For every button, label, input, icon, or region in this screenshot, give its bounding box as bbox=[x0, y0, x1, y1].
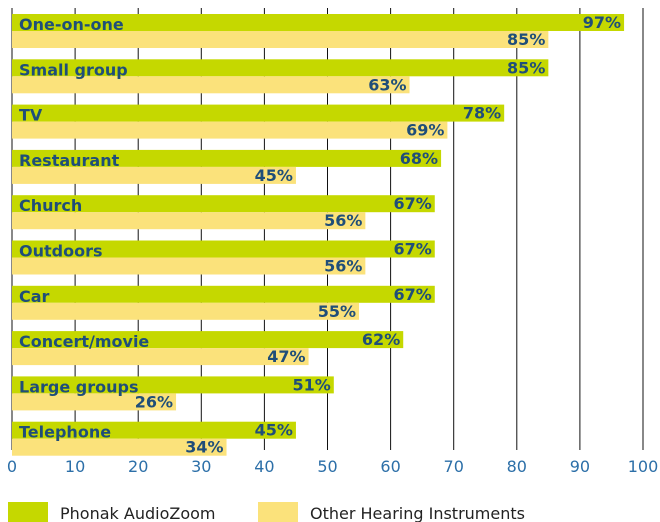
bar-phonak-audiozoom bbox=[12, 149, 442, 167]
value-label-phonak: 62% bbox=[362, 330, 400, 349]
legend-swatch bbox=[8, 502, 48, 522]
x-tick-label: 60 bbox=[380, 457, 400, 476]
value-labels: 97% 85% 85% 63% 78% 69% 68% 45% 67% 56% 67% 56% 67% 5… bbox=[135, 13, 621, 457]
value-label-phonak: 51% bbox=[293, 375, 331, 394]
value-label-other: 85% bbox=[507, 30, 545, 49]
value-label-other: 26% bbox=[135, 392, 173, 411]
x-tick-label: 50 bbox=[317, 457, 337, 476]
legend-swatch bbox=[258, 502, 298, 522]
bar-phonak-audiozoom bbox=[12, 14, 625, 31]
x-tick-label: 0 bbox=[7, 457, 17, 476]
bar-other-hearing-instruments bbox=[12, 257, 366, 275]
bar-other-hearing-instruments bbox=[12, 212, 366, 230]
value-label-phonak: 45% bbox=[255, 421, 293, 440]
bars bbox=[12, 14, 625, 456]
x-tick-label: 40 bbox=[254, 457, 274, 476]
bar-other-hearing-instruments bbox=[12, 166, 296, 184]
value-label-other: 63% bbox=[368, 75, 406, 94]
bar-phonak-audiozoom bbox=[12, 285, 435, 303]
bar-other-hearing-instruments bbox=[12, 393, 177, 411]
category-label: One-on-one bbox=[19, 15, 124, 34]
legend-label: Phonak AudioZoom bbox=[60, 504, 215, 522]
category-label: Telephone bbox=[19, 423, 111, 442]
bar-phonak-audiozoom bbox=[12, 240, 435, 258]
value-label-other: 69% bbox=[406, 121, 444, 140]
bar-other-hearing-instruments bbox=[12, 76, 410, 94]
x-tick-label: 90 bbox=[570, 457, 590, 476]
x-tick-label: 20 bbox=[128, 457, 148, 476]
value-label-other: 56% bbox=[324, 257, 362, 276]
value-label-other: 47% bbox=[267, 347, 305, 366]
bar-other-hearing-instruments bbox=[12, 348, 309, 366]
value-label-phonak: 97% bbox=[583, 13, 621, 32]
x-tick-label: 70 bbox=[444, 457, 464, 476]
bar-phonak-audiozoom bbox=[12, 104, 505, 122]
value-label-phonak: 67% bbox=[393, 194, 431, 213]
x-tick-label: 30 bbox=[191, 457, 211, 476]
x-tick-label: 80 bbox=[507, 457, 527, 476]
bar-phonak-audiozoom bbox=[12, 376, 334, 394]
value-label-other: 45% bbox=[255, 166, 293, 185]
category-label: Small group bbox=[19, 60, 128, 79]
value-label-phonak: 78% bbox=[463, 104, 501, 123]
category-label: Car bbox=[19, 287, 50, 306]
legend-label: Other Hearing Instruments bbox=[310, 504, 525, 522]
x-axis-ticks: 0 10 20 30 40 50 60 70 80 90 100 bbox=[7, 457, 658, 476]
bar-other-hearing-instruments bbox=[12, 31, 549, 48]
x-tick-label: 100 bbox=[628, 457, 659, 476]
category-labels: One-on-one Small group TV Restaurant Church O… bbox=[19, 15, 149, 442]
bar-phonak-audiozoom bbox=[12, 421, 296, 439]
category-label: Outdoors bbox=[19, 242, 103, 261]
value-label-phonak: 85% bbox=[507, 58, 545, 77]
value-label-phonak: 67% bbox=[393, 240, 431, 259]
bar-phonak-audiozoom bbox=[12, 59, 549, 77]
bar-other-hearing-instruments bbox=[12, 438, 227, 456]
value-label-other: 55% bbox=[318, 302, 356, 321]
bar-phonak-audiozoom bbox=[12, 195, 435, 213]
value-label-phonak: 68% bbox=[400, 149, 438, 168]
value-label-phonak: 67% bbox=[393, 285, 431, 304]
category-label: Large groups bbox=[19, 377, 138, 396]
category-label: Restaurant bbox=[19, 151, 120, 170]
category-label: Church bbox=[19, 196, 82, 215]
category-label: Concert/movie bbox=[19, 332, 149, 351]
value-label-other: 34% bbox=[185, 438, 223, 457]
bar-other-hearing-instruments bbox=[12, 121, 448, 139]
category-label: TV bbox=[19, 106, 43, 125]
value-label-other: 56% bbox=[324, 211, 362, 230]
x-tick-label: 10 bbox=[65, 457, 85, 476]
legend: Phonak AudioZoom Other Hearing Instrument… bbox=[8, 502, 525, 522]
bar-phonak-audiozoom bbox=[12, 331, 404, 349]
bar-other-hearing-instruments bbox=[12, 302, 360, 320]
